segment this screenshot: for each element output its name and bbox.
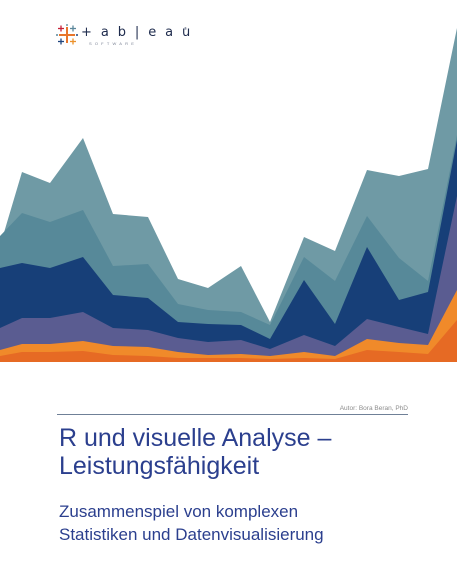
title-line-1: R und visuelle Analyse – [59, 424, 332, 452]
subtitle-line-1: Zusammenspiel von komplexen [59, 502, 299, 521]
brand-tagline: SOFTWARE [89, 41, 138, 46]
subtitle-line-2: Statistiken und Datenvisualisierung [59, 525, 324, 544]
author-line: Autor: Bora Beran, PhD [339, 405, 408, 412]
document-subtitle: Zusammenspiel von komplexen Statistiken … [59, 500, 439, 546]
area-layer-dark [0, 140, 457, 362]
tableau-logo: + a b | e a u SOFTWARE ® [56, 24, 190, 50]
title-line-2: Leistungsfähigkeit [59, 452, 260, 480]
brand-name: + a b | e a u [81, 25, 193, 40]
hero-area-graphic [0, 28, 457, 362]
divider-rule [57, 414, 408, 415]
tableau-plus-icon [56, 24, 78, 45]
trademark-mark: ® [184, 26, 187, 31]
document-title: R und visuelle Analyse – Leistungsfähigk… [59, 424, 439, 480]
area-layer-orange-dark [0, 320, 457, 362]
